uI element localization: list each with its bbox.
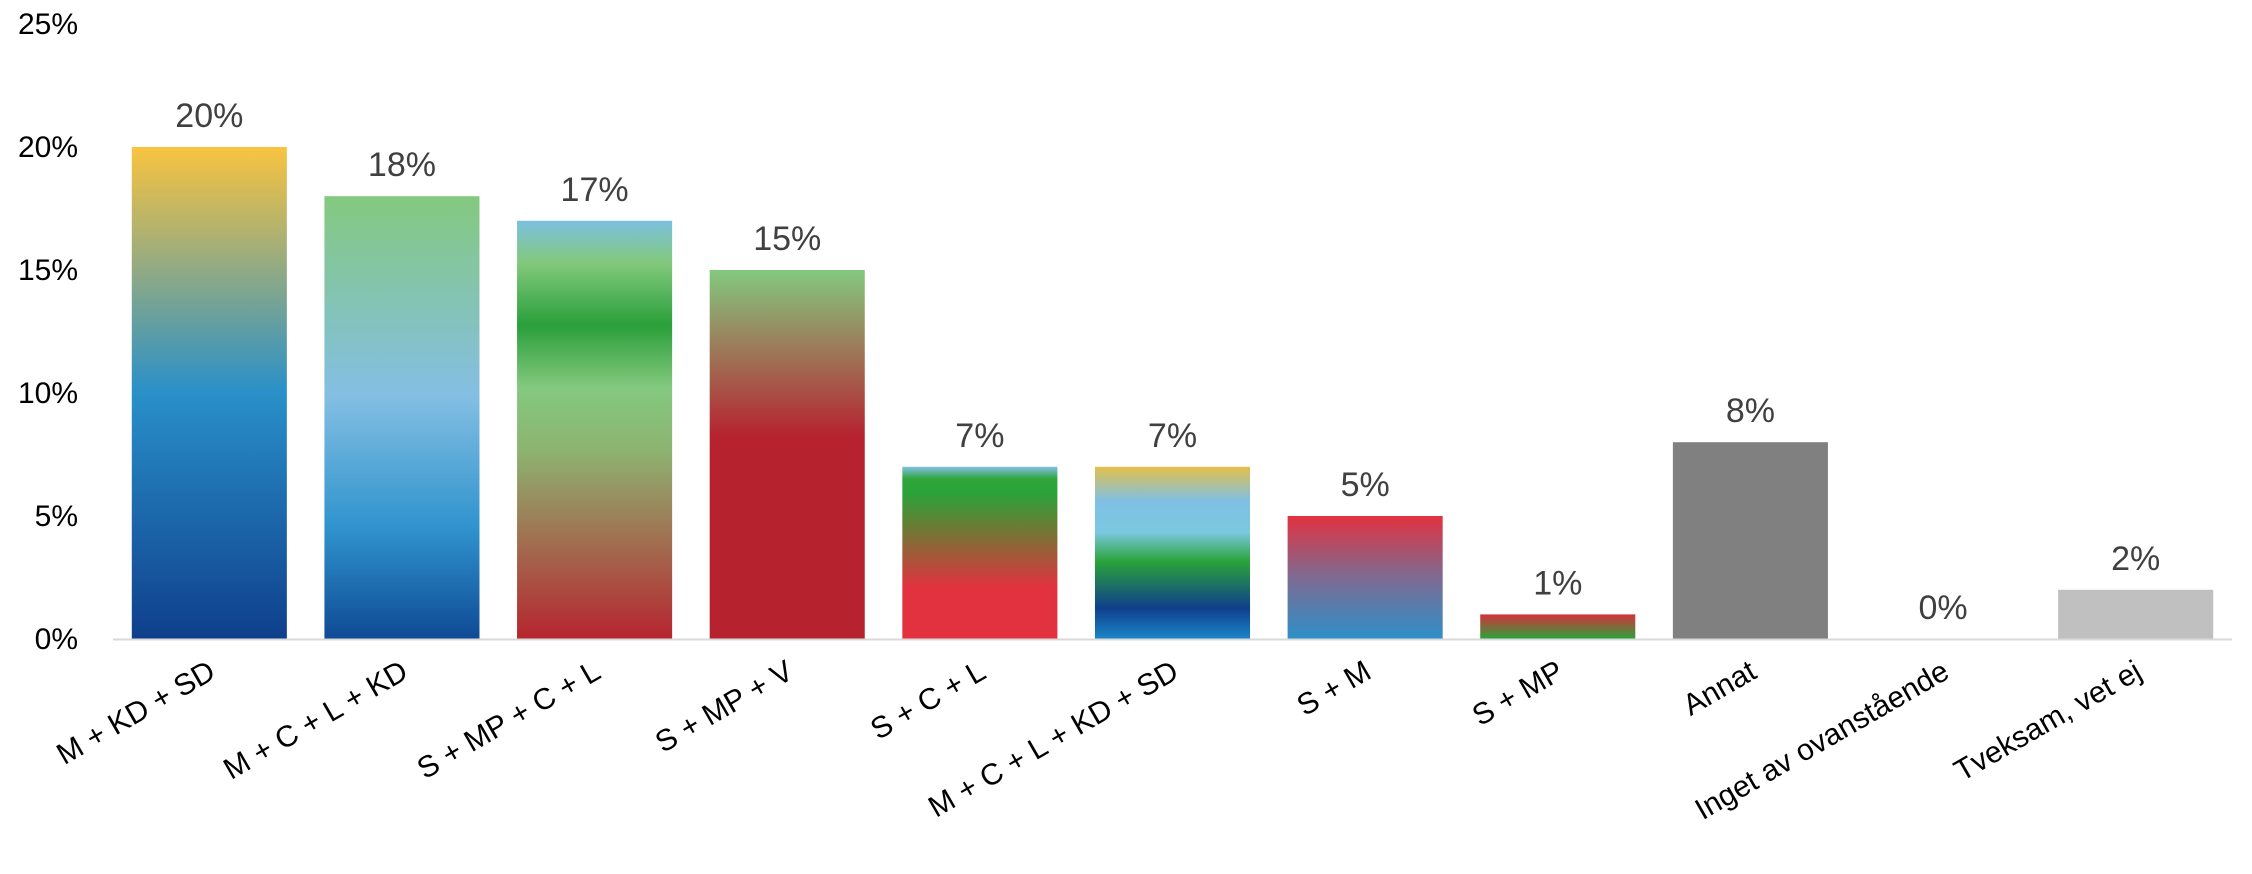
category-label: M + C + L + KD	[218, 654, 413, 786]
category-labels: M + KD + SDM + C + L + KDS + MP + C + L S…	[51, 654, 2147, 826]
data-label: 15%	[753, 220, 821, 258]
data-label: 7%	[955, 417, 1004, 455]
data-label: 18%	[368, 146, 436, 184]
y-tick-label: 15%	[18, 254, 78, 287]
data-label: 7%	[1148, 417, 1197, 455]
data-label: 5%	[1341, 466, 1390, 504]
bar	[131, 147, 287, 639]
category-label: Annat	[1678, 654, 1763, 722]
category-label: Tveksam, vet ej	[1949, 654, 2147, 788]
bars	[131, 147, 2214, 640]
bar	[1287, 516, 1443, 639]
y-tick-label: 5%	[35, 500, 78, 533]
data-label: 8%	[1726, 392, 1775, 430]
data-label: 0%	[1918, 589, 1967, 627]
data-label: 2%	[2111, 540, 2160, 578]
data-labels: 20% 18% 17% 15% 7% 7% 5% 1% 8% 0% 2%	[175, 97, 2160, 627]
data-label: 17%	[561, 171, 629, 209]
bar	[1094, 466, 1251, 639]
category-label: S + C + L	[865, 654, 991, 746]
category-label: S + MP + C + L	[412, 654, 606, 785]
bar	[2058, 589, 2214, 639]
bar	[1480, 614, 1636, 639]
bar	[324, 196, 480, 639]
bar	[709, 270, 865, 639]
bar	[517, 220, 673, 640]
category-label: M + KD + SD	[51, 654, 221, 771]
y-tick-label: 20%	[18, 131, 78, 164]
y-tick-label: 25%	[18, 8, 78, 41]
bar	[1672, 442, 1828, 639]
bar	[902, 466, 1058, 639]
category-label: S + M	[1292, 654, 1377, 722]
data-label: 1%	[1533, 564, 1582, 602]
category-label: S + MP + V	[650, 654, 799, 759]
y-tick-label: 10%	[18, 377, 78, 410]
data-label: 20%	[175, 97, 243, 135]
category-label: S + MP	[1467, 654, 1569, 732]
y-axis-ticks: 0% 5% 10% 15% 20% 25%	[18, 8, 78, 656]
y-tick-label: 0%	[35, 623, 78, 656]
